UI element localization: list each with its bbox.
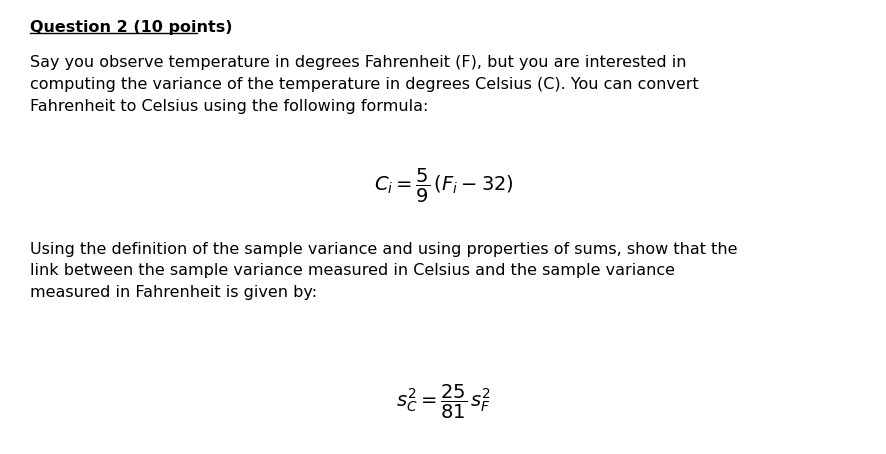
Text: Say you observe temperature in degrees Fahrenheit (F), but you are interested in: Say you observe temperature in degrees F…: [30, 55, 698, 114]
Text: Using the definition of the sample variance and using properties of sums, show t: Using the definition of the sample varia…: [30, 242, 737, 300]
Text: $s_C^2 = \dfrac{25}{81}\,s_F^2$: $s_C^2 = \dfrac{25}{81}\,s_F^2$: [395, 383, 491, 421]
Text: Question 2 (10 points): Question 2 (10 points): [30, 20, 232, 35]
Text: $C_i = \dfrac{5}{9}\,(F_i - 32)$: $C_i = \dfrac{5}{9}\,(F_i - 32)$: [373, 167, 513, 205]
